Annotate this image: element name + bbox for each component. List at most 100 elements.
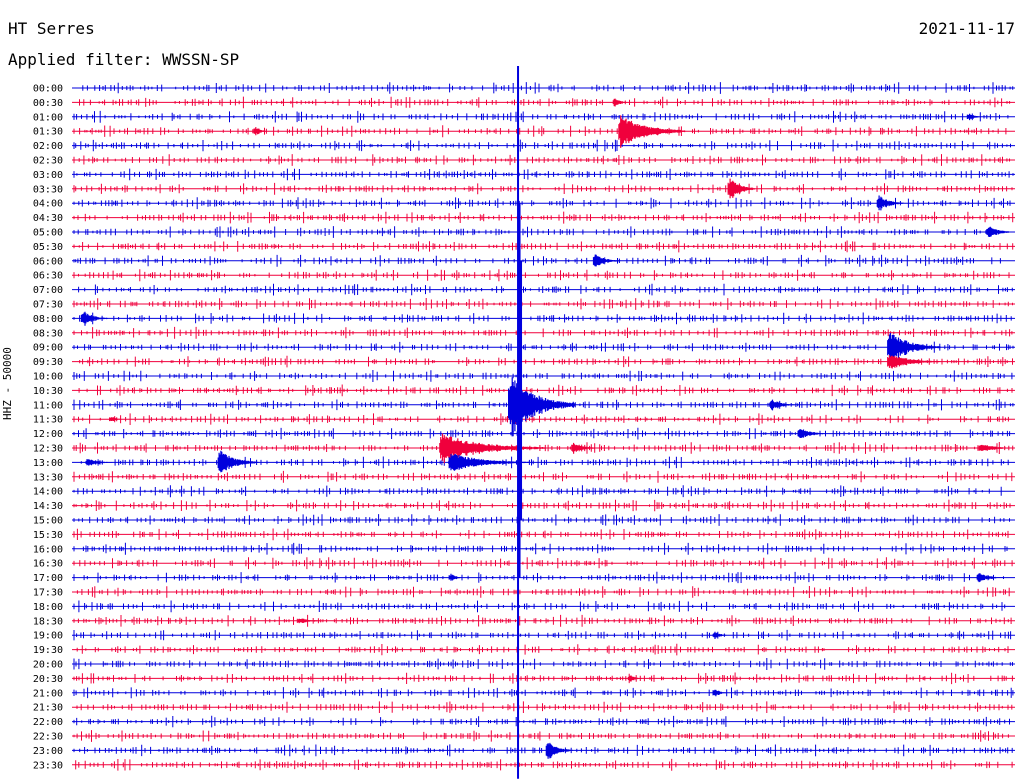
time-label: 10:30 [33, 386, 63, 397]
time-label: 22:00 [33, 717, 63, 728]
time-label: 08:30 [33, 328, 63, 339]
trace-row [72, 269, 1015, 282]
time-label: 05:30 [33, 242, 63, 253]
time-label: 02:30 [33, 156, 63, 167]
time-label: 19:00 [33, 631, 63, 642]
seismic-event [80, 311, 109, 326]
seismic-event [612, 98, 627, 107]
trace-row [72, 557, 1015, 570]
seismic-event [978, 444, 1015, 451]
trace-row [72, 744, 1015, 757]
time-label: 09:30 [33, 357, 63, 368]
trace-row [72, 485, 1015, 498]
trace-row [72, 758, 1015, 771]
seismic-event [712, 689, 727, 697]
seismic-event [109, 417, 123, 422]
seismic-event [627, 675, 642, 682]
time-label: 21:30 [33, 703, 63, 714]
date-label: 2021-11-17 [918, 19, 1015, 38]
trace-row [72, 96, 1015, 109]
seismic-event [253, 127, 268, 136]
trace-row [72, 586, 1015, 598]
time-label: 00:30 [33, 98, 63, 109]
time-label: 13:00 [33, 458, 63, 469]
time-label: 14:00 [33, 487, 63, 498]
trace-row [72, 197, 1015, 210]
trace-row [72, 730, 1015, 742]
time-label: 01:00 [33, 112, 63, 123]
trace-row [72, 211, 1015, 224]
trace-row [72, 456, 1015, 469]
time-label: 06:30 [33, 271, 63, 282]
time-label: 07:00 [33, 285, 63, 296]
seismic-event [712, 631, 727, 639]
trace-row [72, 470, 1015, 483]
time-label: 12:30 [33, 444, 63, 455]
time-label: 11:00 [33, 400, 63, 411]
filter-label: Applied filter: WWSSN-SP [8, 50, 240, 69]
time-label: 15:30 [33, 530, 63, 541]
time-label: 14:30 [33, 501, 63, 512]
trace-row [72, 413, 1015, 425]
time-label: 16:30 [33, 559, 63, 570]
time-label: 12:00 [33, 429, 63, 440]
trace-row [72, 355, 1015, 368]
station-title: HT Serres [8, 19, 95, 38]
seismic-event [887, 355, 941, 369]
time-label: 04:00 [33, 199, 63, 210]
time-label: 07:30 [33, 300, 63, 311]
time-label: 15:00 [33, 516, 63, 527]
time-label: 23:30 [33, 760, 63, 771]
time-label: 09:00 [33, 343, 63, 354]
trace-row [72, 542, 1015, 555]
trace-row [72, 514, 1015, 526]
time-label: 19:30 [33, 645, 63, 656]
trace-row [72, 298, 1015, 310]
trace-row [72, 499, 1015, 512]
time-label: 21:00 [33, 688, 63, 699]
trace-row [72, 312, 1015, 325]
trace-row [72, 571, 1015, 584]
time-label: 11:30 [33, 415, 63, 426]
time-label: 01:30 [33, 127, 63, 138]
time-label: 00:00 [33, 84, 63, 95]
time-label: 22:30 [33, 732, 63, 743]
trace-row [72, 82, 1015, 94]
trace-row [72, 643, 1015, 656]
trace-row [72, 672, 1015, 685]
time-label: 06:00 [33, 256, 63, 267]
trace-row [72, 110, 1015, 123]
time-label: 08:00 [33, 314, 63, 325]
trace-row [72, 341, 1015, 353]
seismic-event [448, 454, 529, 471]
trace-row [72, 254, 1015, 267]
trace-row [72, 240, 1015, 253]
trace-row [72, 384, 1015, 397]
trace-row [72, 125, 1015, 138]
seismic-event [887, 332, 941, 360]
trace-row [72, 701, 1015, 713]
seismic-event [571, 442, 599, 454]
seismic-event [727, 178, 755, 199]
time-label: 20:30 [33, 674, 63, 685]
seismic-event [448, 573, 463, 581]
time-label: 03:30 [33, 184, 63, 195]
seismic-event [217, 450, 259, 473]
large-disturbance [517, 66, 523, 779]
seismic-event [976, 573, 1004, 583]
seismic-event [967, 113, 981, 121]
time-label: 16:00 [33, 544, 63, 555]
seismic-event [618, 115, 686, 148]
time-label: 17:00 [33, 573, 63, 584]
trace-row [72, 168, 1015, 181]
time-label: 02:00 [33, 141, 63, 152]
seismic-event [545, 742, 573, 759]
time-label-group: 00:00 00:30 01:00 01:30 02:00 02:30 03:00 03:30… [33, 84, 63, 772]
trace-row [72, 226, 1015, 238]
seismic-event [592, 254, 621, 267]
trace-row [72, 600, 1015, 613]
time-label: 18:00 [33, 602, 63, 613]
time-label: 17:30 [33, 588, 63, 599]
